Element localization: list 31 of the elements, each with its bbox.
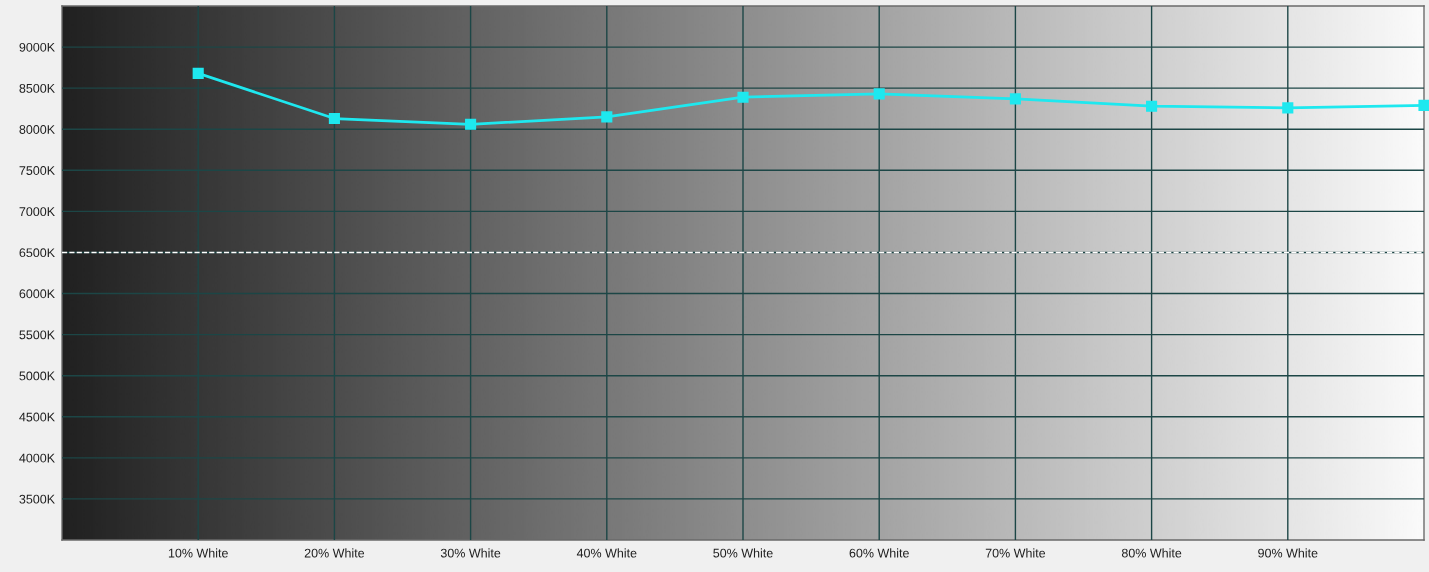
x-tick-label: 60% White [849,548,909,558]
y-tick-label: 9000K [19,42,55,52]
x-tick-label: 80% White [1121,548,1182,558]
point [601,111,613,123]
y-tick-label: 8500K [19,83,55,93]
point [1009,93,1021,105]
x-tick-label: 30% White [440,548,501,558]
y-tick-label: 5000K [19,371,55,381]
y-tick-label: 7500K [19,166,55,175]
point [1146,100,1158,112]
x-tick-label: 10% White [168,548,228,558]
y-tick-label: 6000K [19,289,55,299]
point [465,118,477,130]
x-tick-label: 20% White [304,548,365,558]
y-tick-label: 7000K [19,207,55,217]
point [192,67,204,79]
x-tick-label: 90% White [1258,548,1318,558]
point [1418,99,1429,111]
point [737,91,749,103]
y-tick-label: 5500K [19,330,55,340]
point [1282,102,1294,114]
y-tick-label: 3500K [19,494,55,504]
y-tick-label: 8000K [19,125,55,134]
point [328,112,340,125]
point [873,88,885,100]
y-tick-label: 6500K [19,248,55,258]
y-tick-label: 4000K [19,453,55,463]
x-tick-label: 70% White [985,548,1046,558]
x-tick-label: 40% White [576,548,637,558]
y-tick-label: 4500K [19,412,55,422]
x-tick-label: 50% White [713,548,773,558]
